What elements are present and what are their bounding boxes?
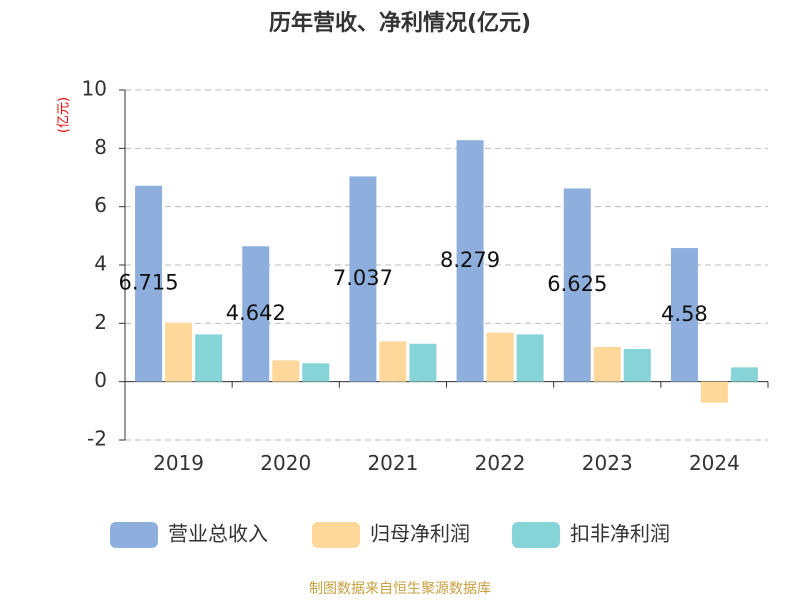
data-label: 4.58 (661, 302, 708, 326)
bar (593, 346, 621, 382)
bar (730, 367, 758, 382)
bar (409, 343, 437, 382)
legend-label: 营业总收入 (168, 522, 268, 546)
x-tick-label: 2024 (689, 451, 740, 475)
x-tick-label: 2022 (475, 451, 526, 475)
bar (135, 185, 163, 382)
x-tick-label: 2020 (260, 451, 311, 475)
bar (302, 363, 330, 382)
chart-title: 历年营收、净利情况(亿元) (269, 10, 531, 36)
legend-swatch (312, 522, 360, 548)
y-tick-label: 0 (94, 368, 107, 392)
y-tick-label: 6 (94, 193, 107, 217)
data-label: 4.642 (226, 301, 286, 325)
bar (700, 381, 728, 403)
data-label: 7.037 (333, 266, 393, 290)
x-tick-label: 2021 (367, 451, 418, 475)
bar (456, 140, 484, 382)
y-tick-label: 2 (94, 310, 107, 334)
bar (563, 188, 591, 382)
x-tick-label: 2023 (582, 451, 633, 475)
legend-label: 扣非净利润 (570, 522, 670, 546)
bar (379, 341, 407, 382)
bar (195, 334, 223, 382)
bar (486, 332, 514, 382)
legend-label: 归母净利润 (370, 522, 470, 546)
y-tick-label: 8 (94, 135, 107, 159)
bar (516, 334, 544, 382)
x-tick-label: 2019 (153, 451, 204, 475)
bar (623, 349, 651, 382)
y-axis-label: (亿元) (57, 97, 72, 133)
bar (349, 176, 377, 382)
data-label: 6.715 (119, 271, 179, 295)
bar (242, 246, 270, 382)
legend-swatch (512, 522, 560, 548)
y-tick-label: 4 (94, 252, 107, 276)
y-tick-label: -2 (87, 427, 107, 451)
bar (165, 322, 193, 382)
data-label: 8.279 (440, 248, 500, 272)
bar (670, 248, 698, 382)
bar (272, 360, 300, 382)
legend-swatch (110, 522, 158, 548)
y-tick-label: 10 (82, 77, 107, 101)
source-note: 制图数据来自恒生聚源数据库 (309, 581, 491, 597)
data-label: 6.625 (547, 272, 607, 296)
